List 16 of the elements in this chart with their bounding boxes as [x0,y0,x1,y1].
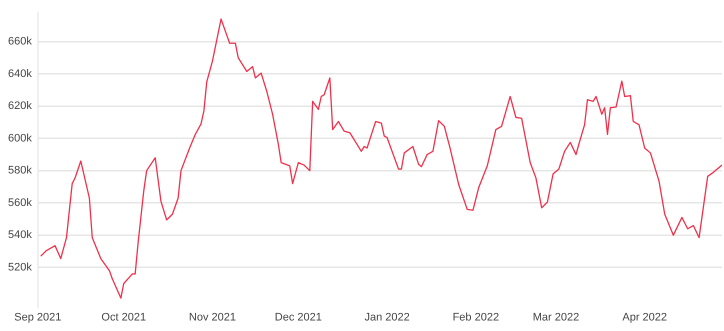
y-tick-label: 560k [8,196,32,209]
y-tick-label: 520k [8,262,32,274]
x-tick-label: Apr 2022 [622,311,668,324]
y-tick-label: 660k [8,36,32,48]
x-tick-label: Feb 2022 [452,311,500,324]
y-tick-label: 640k [8,68,32,80]
x-tick-label: Sep 2021 [14,311,62,324]
x-tick-label: Nov 2021 [188,311,236,324]
y-tick-label: 620k [8,100,32,112]
y-tick-label: 540k [8,229,32,242]
x-tick-label: Jan 2022 [364,311,410,324]
y-tick-label: 580k [8,164,32,177]
y-tick-label: 600k [8,132,32,144]
x-tick-label: Dec 2021 [274,311,322,324]
x-tick-label: Mar 2022 [532,311,580,324]
x-tick-label: Oct 2021 [101,311,146,324]
